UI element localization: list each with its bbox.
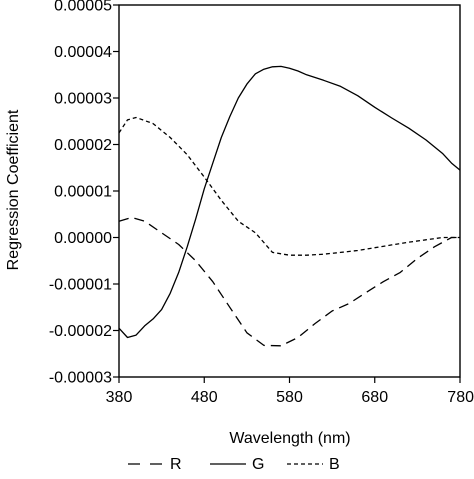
x-tick-label: 780: [447, 389, 474, 406]
x-tick-label: 680: [361, 389, 388, 406]
y-axis-title: Regression Coefficient: [5, 109, 22, 270]
x-axis-title: Wavelength (nm): [229, 430, 350, 447]
plot-frame: [118, 4, 461, 378]
x-tick-label: 480: [191, 389, 218, 406]
y-axis: -0.00003 -0.00002 -0.00001 0.00000 0.00001 0.…: [49, 0, 119, 387]
y-tick-label: 0.00004: [54, 44, 112, 61]
y-tick-label: -0.00002: [49, 323, 112, 340]
legend-label-G: G: [252, 456, 264, 473]
y-tick-label: 0.00000: [54, 230, 112, 247]
legend-label-B: B: [329, 456, 340, 473]
series-line-B: [118, 116, 460, 256]
y-tick-label: 0.00005: [54, 0, 112, 15]
legend-label-R: R: [170, 456, 182, 473]
y-tick-label: -0.00003: [49, 370, 112, 387]
x-tick-label: 580: [276, 389, 303, 406]
y-tick-label: 0.00001: [54, 184, 112, 201]
y-tick-label: 0.00003: [54, 91, 112, 108]
x-tick-label: 380: [106, 389, 133, 406]
y-tick-label: 0.00002: [54, 137, 112, 154]
series-layer: [118, 65, 461, 347]
series-line-G: [118, 65, 461, 339]
y-tick-label: -0.00001: [49, 277, 112, 294]
series-line-R: [118, 216, 460, 347]
x-axis: 380 480 580 680 780: [106, 377, 474, 406]
